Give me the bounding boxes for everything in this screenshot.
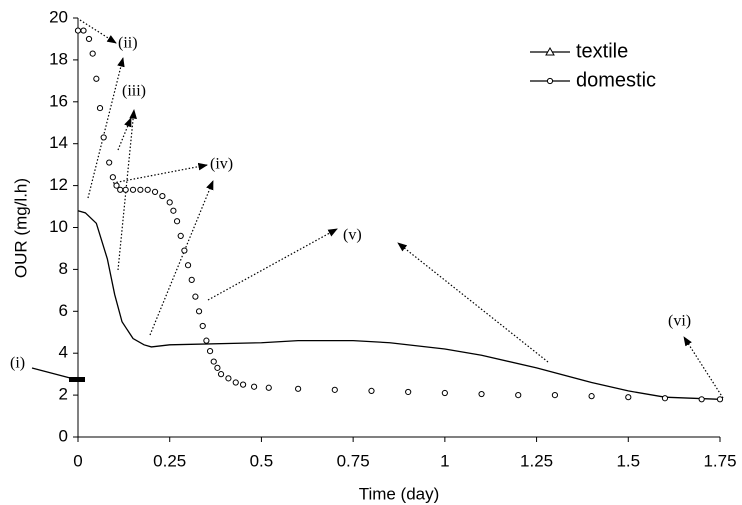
point (106, 159, 113, 166)
point (85, 35, 93, 43)
point (217, 371, 225, 378)
point (89, 50, 96, 57)
arrow (79, 19, 117, 44)
point (368, 387, 375, 395)
point (295, 385, 302, 392)
point (265, 384, 272, 391)
point (551, 392, 559, 399)
y-tick-label: 0 (59, 426, 68, 445)
x-tick-label: 1.75 (703, 451, 736, 470)
point (100, 134, 107, 141)
arrow (117, 117, 132, 151)
point (173, 218, 181, 225)
point (144, 186, 151, 193)
point (405, 388, 412, 396)
y-tick-label: 12 (49, 175, 68, 194)
annotation: (iii) (122, 83, 146, 100)
y-tick-label: 8 (59, 259, 68, 278)
x-tick-label: 0.25 (153, 451, 186, 470)
point (250, 383, 258, 390)
point (214, 364, 221, 371)
point (625, 394, 632, 401)
annotations: (i) (ii) (iii) (iv) (v) (vi) (10, 19, 724, 399)
legend-label: textile (576, 40, 628, 62)
point (122, 186, 129, 193)
point (232, 379, 239, 386)
annotation: (ii) (118, 35, 138, 52)
point (239, 381, 247, 388)
point (166, 199, 173, 206)
x-tick-label: 0.75 (337, 451, 370, 470)
arrow (31, 367, 75, 380)
legend-marker (546, 77, 554, 85)
y-tick-label: 14 (49, 133, 68, 152)
legend-label: domestic (576, 69, 656, 91)
x-tick-label: 1.5 (616, 451, 640, 470)
x-tick-label: 0.5 (250, 451, 274, 470)
point (137, 186, 144, 193)
point (93, 75, 100, 82)
point (716, 396, 724, 403)
point (195, 308, 203, 315)
point (478, 390, 485, 398)
y-tick-label: 16 (49, 91, 68, 110)
arrow (683, 336, 724, 399)
y-tick-label: 6 (59, 301, 68, 320)
point (206, 348, 214, 355)
point (151, 188, 159, 195)
point (588, 393, 595, 400)
point (96, 104, 104, 112)
annotation: (v) (343, 227, 362, 244)
point (159, 192, 166, 200)
point (177, 232, 184, 239)
point (170, 207, 177, 214)
point (109, 174, 116, 181)
x-tick-label: 1 (440, 451, 449, 470)
annotation: (i) (10, 355, 25, 372)
point (74, 27, 82, 34)
point (210, 358, 217, 365)
y-tick-label: 18 (49, 49, 68, 68)
point (113, 182, 120, 189)
point (181, 247, 188, 254)
point (203, 337, 210, 344)
x-axis-label: Time (day) (359, 484, 440, 503)
point (192, 293, 199, 300)
point (80, 27, 87, 34)
arrow (117, 109, 137, 271)
series-line (77, 210, 721, 400)
annotation: (iv) (210, 156, 233, 173)
point (331, 386, 338, 393)
point (188, 276, 195, 283)
point (184, 262, 192, 269)
arrow (149, 180, 214, 336)
point (441, 389, 448, 397)
point (225, 375, 232, 382)
y-tick-label: 20 (49, 7, 68, 26)
arrow (112, 162, 208, 184)
x-tick-label: 1.25 (520, 451, 553, 470)
marker-bar (69, 377, 85, 382)
y-axis-label: OUR (mg/l.h) (11, 178, 30, 278)
arrow (87, 57, 125, 199)
arrow (397, 242, 549, 363)
point (129, 186, 137, 193)
annotation: (vi) (668, 313, 691, 330)
point (199, 322, 206, 330)
y-tick-label: 10 (49, 217, 68, 236)
y-tick-label: 2 (59, 385, 68, 404)
legend-marker (545, 46, 555, 56)
arrow (207, 228, 338, 301)
y-tick-label: 4 (59, 343, 68, 362)
point (117, 186, 124, 193)
x-tick-label: 0 (73, 451, 82, 470)
point (698, 396, 705, 403)
point (661, 395, 669, 402)
point (515, 392, 522, 399)
